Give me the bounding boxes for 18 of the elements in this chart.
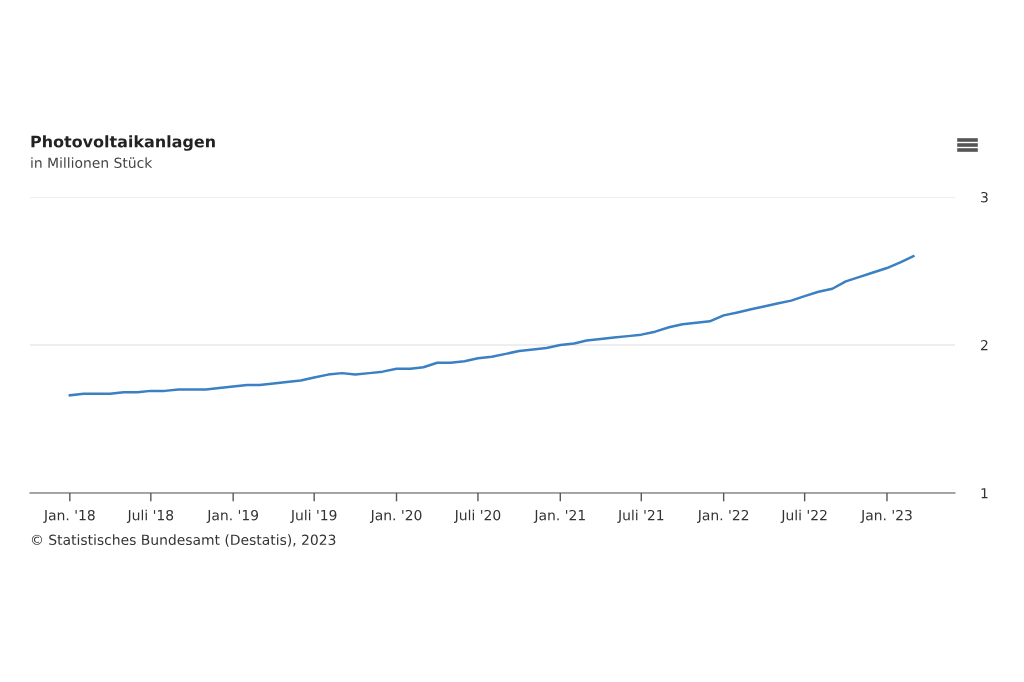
- y-tick-label: 1: [981, 488, 988, 499]
- line-series: [68, 254, 915, 397]
- x-tick-label: Jan. '23: [860, 509, 912, 523]
- x-tick-label: Juli '20: [453, 509, 501, 523]
- x-tick-label: Juli '21: [617, 509, 664, 523]
- x-tick-label: Jan. '22: [697, 509, 749, 523]
- x-tick-label: Juli '19: [290, 509, 337, 523]
- x-tick-label: Juli '18: [126, 509, 174, 523]
- y-tick-label: 2: [981, 339, 988, 351]
- x-tick-label: Jan. '19: [206, 509, 259, 523]
- y-tick-label: 3: [981, 191, 988, 203]
- x-tick-label: Juli '22: [780, 509, 827, 523]
- x-tick-label: Jan. '18: [43, 509, 95, 523]
- x-tick-label: Jan. '20: [369, 509, 422, 523]
- chart-subtitle: in Millionen Stück: [31, 157, 153, 169]
- x-tick-label: Jan. '21: [533, 509, 585, 523]
- text: © Statistisches Bundesamt (Destatis), 2023: [31, 534, 336, 547]
- chart-title: Photovoltaikanlagen: [31, 135, 215, 151]
